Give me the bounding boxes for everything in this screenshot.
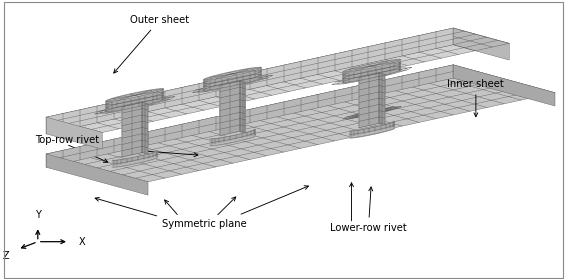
Polygon shape	[149, 153, 153, 160]
Polygon shape	[122, 102, 142, 157]
Polygon shape	[351, 131, 354, 138]
Polygon shape	[204, 67, 261, 80]
Polygon shape	[393, 122, 395, 129]
Polygon shape	[114, 160, 117, 167]
Polygon shape	[344, 60, 400, 82]
Polygon shape	[46, 65, 555, 182]
Polygon shape	[132, 156, 138, 164]
Polygon shape	[343, 60, 400, 72]
Polygon shape	[453, 65, 555, 106]
Text: Z: Z	[2, 251, 9, 261]
Polygon shape	[379, 73, 384, 125]
Text: Symmetric plane: Symmetric plane	[162, 219, 247, 228]
Polygon shape	[153, 152, 156, 159]
Text: X: X	[79, 237, 86, 247]
Polygon shape	[381, 124, 386, 132]
Polygon shape	[453, 28, 509, 60]
Polygon shape	[156, 151, 157, 158]
Polygon shape	[230, 135, 236, 143]
Polygon shape	[211, 139, 215, 146]
Polygon shape	[46, 117, 102, 149]
Polygon shape	[375, 126, 381, 134]
Polygon shape	[253, 130, 255, 137]
Polygon shape	[363, 128, 369, 136]
Polygon shape	[242, 132, 247, 140]
Polygon shape	[240, 81, 245, 132]
Polygon shape	[210, 136, 255, 146]
Text: Y: Y	[35, 210, 41, 220]
Polygon shape	[138, 155, 144, 163]
Text: Lower-row rivet: Lower-row rivet	[330, 187, 407, 233]
Polygon shape	[251, 130, 253, 138]
Polygon shape	[46, 65, 453, 167]
Polygon shape	[112, 157, 158, 167]
Polygon shape	[121, 159, 126, 166]
Polygon shape	[247, 131, 251, 139]
Polygon shape	[386, 123, 390, 131]
Polygon shape	[349, 128, 395, 138]
Polygon shape	[46, 154, 148, 195]
Polygon shape	[219, 137, 224, 145]
Text: Outer sheet: Outer sheet	[114, 15, 189, 73]
Polygon shape	[126, 158, 132, 165]
Polygon shape	[117, 160, 121, 167]
Polygon shape	[106, 89, 163, 111]
Polygon shape	[204, 67, 261, 90]
Polygon shape	[349, 131, 351, 138]
Polygon shape	[106, 89, 163, 112]
Polygon shape	[106, 89, 163, 102]
Polygon shape	[354, 130, 358, 137]
Polygon shape	[369, 127, 375, 135]
Polygon shape	[46, 28, 509, 132]
Polygon shape	[46, 28, 453, 134]
Polygon shape	[359, 73, 379, 128]
Text: Top-row rivet: Top-row rivet	[35, 135, 99, 145]
Polygon shape	[220, 81, 240, 136]
Polygon shape	[390, 122, 393, 130]
Polygon shape	[236, 134, 242, 142]
Polygon shape	[204, 67, 261, 90]
Polygon shape	[215, 138, 219, 145]
Text: Inner sheet: Inner sheet	[447, 79, 504, 117]
Polygon shape	[142, 102, 147, 154]
Polygon shape	[224, 136, 230, 144]
Polygon shape	[343, 60, 400, 82]
Polygon shape	[358, 129, 363, 137]
Polygon shape	[112, 160, 114, 167]
Polygon shape	[144, 154, 149, 162]
Polygon shape	[210, 139, 211, 146]
